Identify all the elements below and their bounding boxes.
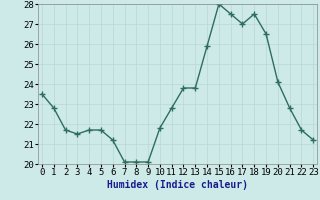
- X-axis label: Humidex (Indice chaleur): Humidex (Indice chaleur): [107, 180, 248, 190]
